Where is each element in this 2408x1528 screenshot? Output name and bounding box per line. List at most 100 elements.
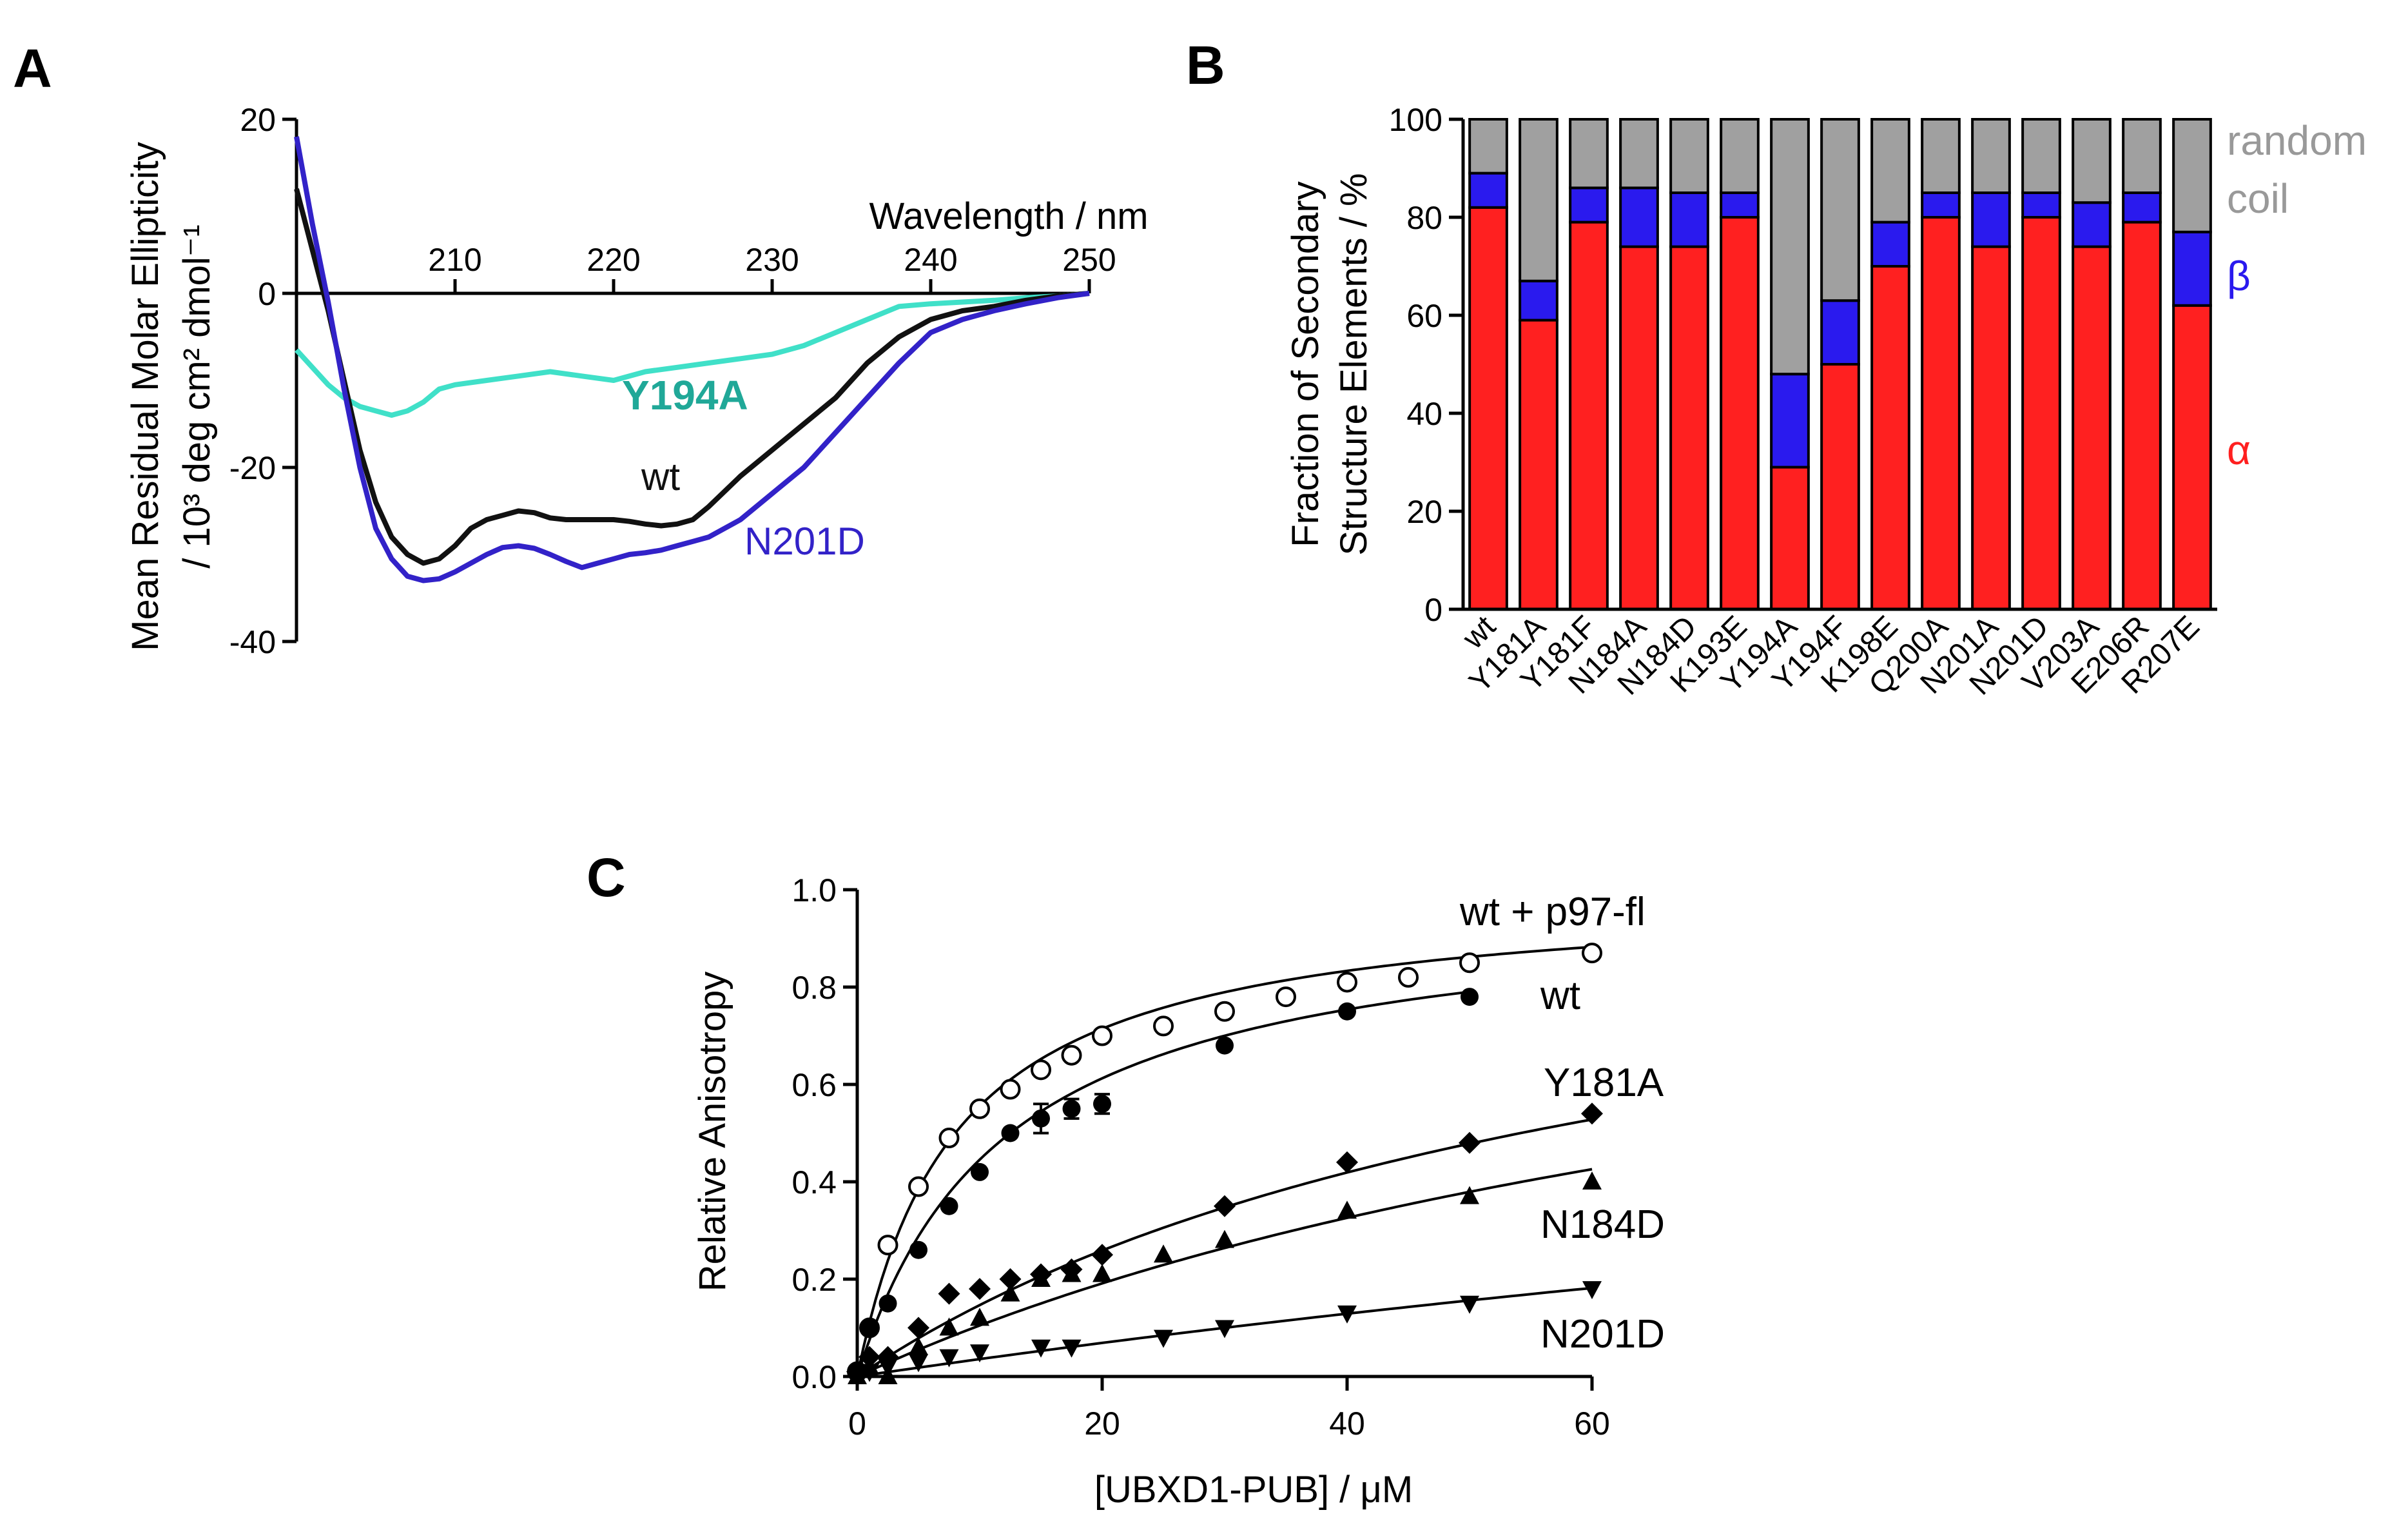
panel-a-y-tick-label: -20 — [229, 450, 276, 486]
bar-k193e-beta — [1720, 191, 1760, 219]
bar-y181a-random-coil — [1519, 118, 1558, 282]
data-point-n201d — [860, 1364, 879, 1382]
panel-b-y-tick-label: 60 — [1406, 298, 1442, 334]
annotation-n201d: N201D — [744, 520, 865, 563]
data-point-y181a — [999, 1268, 1022, 1290]
bar-e206r-alpha — [2122, 220, 2162, 611]
data-point-y181a — [1214, 1195, 1236, 1217]
legend-random-coil-line2: coil — [2227, 175, 2289, 222]
bar-v203a-beta — [2072, 201, 2112, 248]
fit-curve-wt — [856, 990, 1470, 1377]
bar-k198e-alpha — [1870, 265, 1910, 611]
bar-r207e-beta — [2172, 230, 2212, 307]
data-point-wt — [1461, 988, 1479, 1006]
series-label-y181a: Y181A — [1544, 1061, 1664, 1105]
data-point-wt — [1001, 1124, 1020, 1142]
data-point-n184d — [970, 1308, 989, 1326]
series-label-wt-p97: wt + p97-fl — [1459, 890, 1646, 934]
data-point-wt-p97-fl — [877, 1235, 898, 1256]
legend-random-coil-line1: random — [2227, 117, 2367, 164]
bar-k193e-alpha — [1720, 216, 1760, 611]
annotation-y194a: Y194A — [622, 372, 748, 418]
panel-a-x-tick-label: 250 — [1062, 242, 1116, 278]
data-point-wt — [1216, 1036, 1234, 1055]
panel-b-y-label-line1: Fraction of Secondary — [1285, 181, 1326, 547]
bar-n184a-beta — [1619, 186, 1659, 248]
data-point-wt — [879, 1294, 897, 1313]
bar-y194f-random-coil — [1820, 118, 1860, 302]
bar-n201d-beta — [2021, 191, 2061, 219]
panel-a-x-tick-label: 230 — [745, 242, 799, 278]
panel-b-y-label-line2: Structure Elements / % — [1333, 173, 1375, 555]
data-point-n184d — [1000, 1283, 1020, 1302]
panel-c-x-label: [UBXD1-PUB] / μM — [1094, 1469, 1413, 1511]
bar-y194f-beta — [1820, 299, 1860, 366]
bar-q200a-beta — [1921, 191, 1961, 219]
data-point-wt-p97-fl — [908, 1176, 929, 1197]
bar-wt-random-coil — [1468, 118, 1508, 175]
bar-e206r-random-coil — [2122, 118, 2162, 194]
data-point-wt-p97-fl — [1398, 966, 1419, 988]
bar-y194a-random-coil — [1770, 118, 1810, 376]
data-point-n201d — [878, 1358, 898, 1377]
panel-c-y-tick-label: 0.0 — [791, 1359, 837, 1395]
panel-b-y-tick-label: 100 — [1389, 102, 1442, 138]
data-point-y181a — [1336, 1151, 1358, 1173]
data-point-n201d — [909, 1354, 928, 1373]
bar-y181a-alpha — [1519, 318, 1558, 611]
bar-r207e-alpha — [2172, 304, 2212, 611]
data-point-n184d — [1031, 1269, 1051, 1287]
series-line-y194a — [295, 291, 1090, 418]
panel-c-y-label: Relative Anisotropy — [692, 972, 733, 1291]
panel-c-y-tick-label: 0.2 — [791, 1262, 837, 1298]
bar-y181f-beta — [1569, 186, 1609, 224]
secondary-structure-chart: Fraction of Secondary Structure Elements… — [1285, 102, 2367, 701]
data-point-wt-p97-fl — [1214, 1001, 1235, 1022]
bar-r207e-random-coil — [2172, 118, 2212, 233]
panel-a-x-tick-label: 240 — [904, 242, 957, 278]
panel-c-x-tick-label: 0 — [848, 1406, 866, 1442]
data-point-y181a — [1581, 1102, 1603, 1125]
data-point-y181a — [908, 1317, 929, 1339]
data-point-wt-p97-fl — [1337, 972, 1357, 993]
data-point-n184d — [939, 1317, 959, 1336]
data-point-n184d — [1337, 1200, 1357, 1219]
panel-c-y-tick-label: 1.0 — [791, 872, 837, 908]
data-point-n184d — [1154, 1244, 1173, 1263]
data-point-n201d — [970, 1344, 989, 1363]
bar-wt-alpha — [1468, 206, 1508, 611]
panel-b-y-tick-label: 0 — [1424, 592, 1442, 628]
legend-beta: β — [2227, 253, 2251, 299]
data-point-n184d — [1582, 1171, 1602, 1190]
data-point-n201d — [1460, 1295, 1479, 1314]
bar-e206r-beta — [2122, 191, 2162, 224]
bar-n184d-alpha — [1669, 245, 1709, 611]
panel-c-x-tick-label: 40 — [1329, 1406, 1365, 1442]
data-point-wt — [909, 1240, 927, 1259]
data-point-n201d — [1031, 1339, 1051, 1358]
data-point-wt — [860, 1318, 879, 1337]
data-point-n201d — [1582, 1281, 1602, 1300]
cd-spectra-chart: Mean Residual Molar Ellipticity / 10³ de… — [124, 102, 1149, 660]
legend-alpha: α — [2227, 427, 2251, 473]
bar-n201a-random-coil — [1971, 118, 2011, 194]
bar-n184d-beta — [1669, 191, 1709, 248]
bar-y194a-beta — [1770, 373, 1810, 469]
panel-c-x-tick-label: 20 — [1084, 1406, 1120, 1442]
data-point-wt-p97-fl — [1153, 1015, 1174, 1037]
data-point-wt — [971, 1162, 989, 1181]
panel-c-y-tick-label: 0.4 — [791, 1164, 837, 1200]
panel-a-x-label: Wavelength / nm — [869, 195, 1148, 237]
bar-y194a-alpha — [1770, 465, 1810, 611]
bar-q200a-alpha — [1921, 216, 1961, 611]
anisotropy-chart: Relative Anisotropy [UBXD1-PUB] / μM wt … — [692, 872, 1665, 1511]
data-point-n184d — [1215, 1229, 1234, 1248]
bar-n201d-alpha — [2021, 216, 2061, 611]
data-point-n184d — [1062, 1264, 1082, 1282]
data-point-wt-p97-fl — [1061, 1044, 1082, 1066]
data-point-y181a — [1459, 1131, 1481, 1154]
data-point-y181a — [938, 1282, 960, 1305]
bar-k193e-random-coil — [1720, 118, 1760, 194]
panel-label-a: A — [13, 38, 52, 99]
